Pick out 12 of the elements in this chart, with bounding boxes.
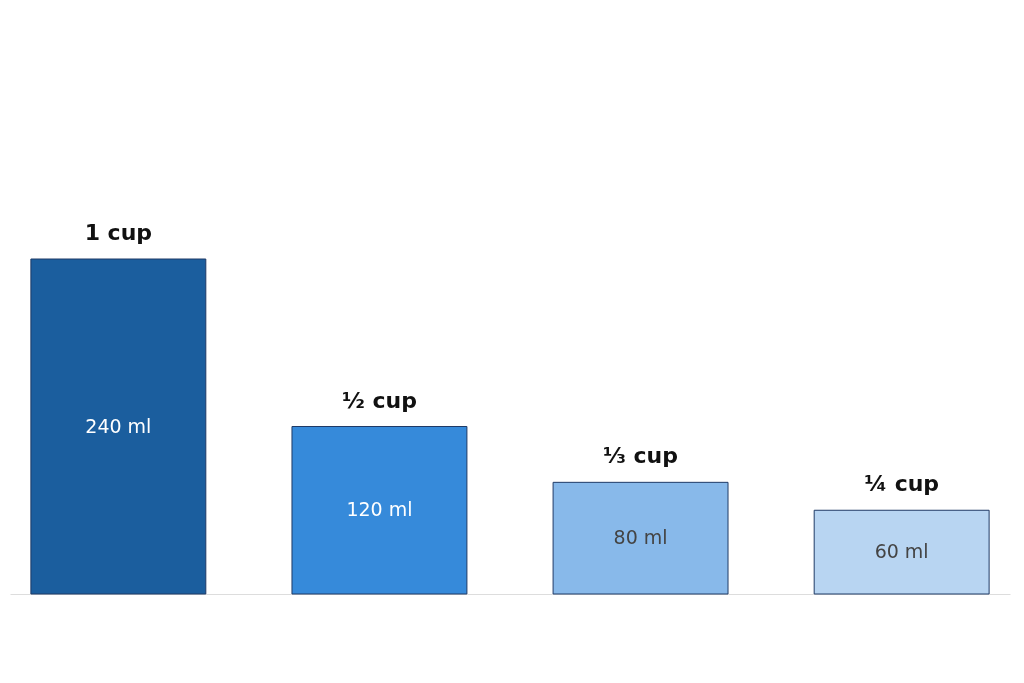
bar (30, 258, 207, 595)
data-label: 60 ml (874, 540, 929, 563)
data-label: 240 ml (85, 414, 152, 437)
bar (291, 426, 468, 595)
data-label: 80 ml (613, 526, 668, 549)
bar (552, 481, 729, 595)
bar (813, 509, 990, 595)
x-tick-label: ⅓ cup (603, 443, 678, 469)
x-tick-label: ½ cup (342, 387, 417, 413)
data-label: 120 ml (346, 498, 413, 521)
x-tick-label: ¼ cup (864, 471, 940, 497)
x-tick-label: 1 cup (84, 220, 153, 245)
